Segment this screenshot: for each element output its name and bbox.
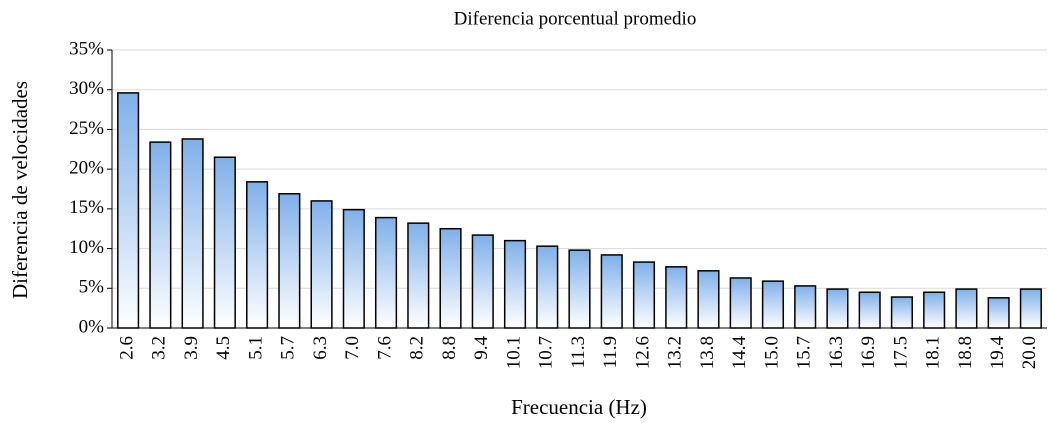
x-tick-label: 16.3: [826, 336, 847, 369]
bar: [1019, 288, 1042, 329]
x-tick-label: 15.0: [761, 336, 782, 369]
bar: [858, 291, 881, 329]
bar: [987, 297, 1010, 329]
x-tick-label: 20.0: [1019, 336, 1040, 369]
x-tick-label: 13.2: [665, 336, 686, 369]
y-tick-label: 10%: [69, 237, 104, 258]
bar: [665, 266, 688, 329]
y-axis-label: Diferencia de velocidades: [8, 81, 32, 299]
y-tick-label: 15%: [69, 197, 104, 218]
x-tick-label: 7.6: [374, 336, 395, 360]
x-tick-label: 8.8: [439, 336, 460, 360]
x-tick-label: 19.4: [987, 336, 1008, 370]
x-tick-label: 10.1: [503, 336, 524, 369]
bar: [632, 261, 656, 329]
bar: [923, 291, 946, 329]
x-tick-label: 8.2: [407, 336, 428, 360]
bar: [471, 234, 494, 329]
bar: [697, 270, 720, 329]
bar: [729, 277, 752, 329]
x-tick-label: 12.6: [632, 336, 653, 369]
y-tick-label: 25%: [69, 118, 104, 139]
x-tick-label: 14.4: [729, 336, 750, 370]
x-tick-label: 7.0: [342, 336, 363, 360]
bar: [149, 141, 172, 329]
x-tick-label: 18.1: [923, 336, 944, 369]
x-tick-label: 13.8: [697, 336, 718, 369]
x-axis-label: Frecuencia (Hz): [511, 395, 647, 419]
x-tick-label: 9.4: [471, 336, 492, 360]
x-tick-label: 4.5: [213, 336, 234, 360]
y-tick-label: 30%: [69, 78, 104, 99]
y-tick-label: 0%: [79, 316, 105, 337]
x-tick-label: 16.9: [858, 336, 879, 369]
bar: [310, 200, 333, 329]
bar: [181, 138, 204, 329]
bar: [342, 208, 365, 329]
chart-title: Diferencia porcentual promedio: [454, 8, 697, 29]
x-tick-label: 5.1: [245, 336, 266, 360]
y-tick-label: 5%: [79, 277, 105, 298]
bar: [117, 92, 140, 329]
bar: [374, 216, 398, 329]
x-tick-label: 11.3: [568, 336, 589, 369]
bar: [761, 280, 785, 329]
bar: [536, 245, 559, 329]
x-tick-label: 3.9: [181, 336, 202, 360]
x-tick-label: 10.7: [536, 336, 557, 369]
x-tick-label: 11.9: [600, 336, 621, 369]
bar: [600, 254, 623, 329]
x-tick-label: 3.2: [149, 336, 170, 360]
y-tick-label: 20%: [69, 158, 104, 179]
bar: [278, 193, 301, 329]
bar: [955, 288, 978, 329]
bar: [826, 288, 849, 329]
bar: [407, 222, 430, 329]
x-tick-label: 17.5: [890, 336, 911, 369]
x-tick-label: 2.6: [116, 336, 137, 360]
x-tick-label: 15.7: [794, 336, 815, 369]
bar: [439, 227, 462, 329]
x-tick-label: 18.8: [955, 336, 976, 369]
y-tick-label: 35%: [69, 38, 104, 59]
bar: [213, 156, 236, 329]
bar: [568, 249, 591, 329]
bar: [246, 181, 269, 329]
x-tick-label: 6.3: [310, 336, 331, 360]
x-tick-label: 5.7: [278, 336, 299, 360]
bar: [503, 239, 527, 329]
bar: [890, 296, 913, 329]
bar: [794, 285, 817, 329]
